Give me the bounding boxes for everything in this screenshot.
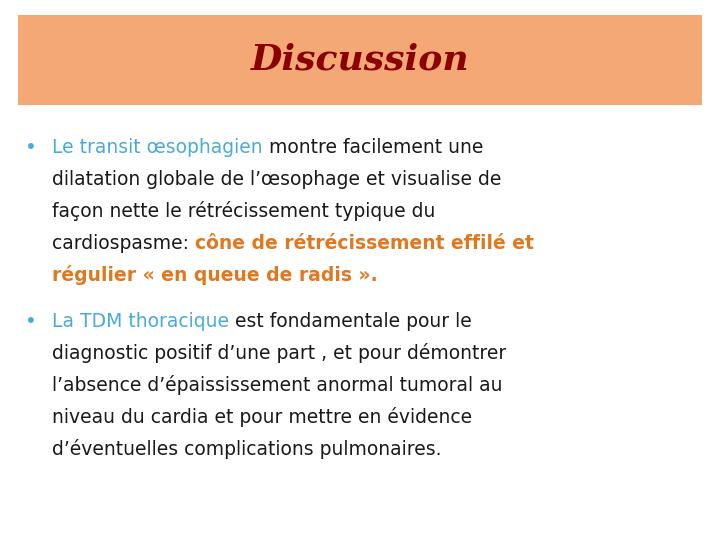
Text: •: • (25, 138, 37, 157)
Text: •: • (25, 313, 37, 332)
Text: cône de rétrécissement effilé et: cône de rétrécissement effilé et (195, 234, 534, 253)
Text: l’absence d’épaississement anormal tumoral au: l’absence d’épaississement anormal tumor… (52, 375, 503, 395)
Text: dilatation globale de l’œsophage et visualise de: dilatation globale de l’œsophage et visu… (52, 170, 501, 189)
Text: La TDM thoracique: La TDM thoracique (52, 313, 229, 332)
Text: Discussion: Discussion (251, 43, 469, 77)
Text: niveau du cardia et pour mettre en évidence: niveau du cardia et pour mettre en évide… (52, 407, 472, 427)
Text: est fondamentale pour le: est fondamentale pour le (229, 313, 472, 332)
Text: diagnostic positif d’une part , et pour démontrer: diagnostic positif d’une part , et pour … (52, 343, 506, 363)
Text: Le transit œsophagien: Le transit œsophagien (52, 138, 263, 157)
Text: d’éventuelles complications pulmonaires.: d’éventuelles complications pulmonaires. (52, 440, 441, 460)
Text: montre facilement une: montre facilement une (263, 138, 483, 157)
Text: façon nette le rétrécissement typique du: façon nette le rétrécissement typique du (52, 201, 436, 221)
Text: cardiospasme:: cardiospasme: (52, 234, 195, 253)
Text: régulier « en queue de radis ».: régulier « en queue de radis ». (52, 265, 377, 285)
Bar (18, 15, 702, 105)
